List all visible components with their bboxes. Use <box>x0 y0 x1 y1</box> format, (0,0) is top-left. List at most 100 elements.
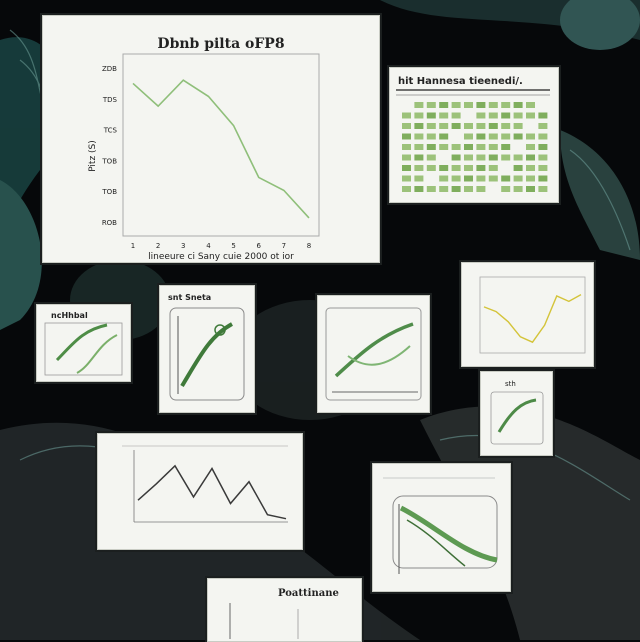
green-table-cell <box>439 112 449 119</box>
green-table-cell <box>501 133 511 140</box>
green-table-cell <box>451 112 461 119</box>
green-table-cell <box>538 112 548 119</box>
green-table-cell <box>476 112 486 119</box>
green-table-cell <box>402 165 411 171</box>
green-table-cell <box>538 165 548 171</box>
main-chart-x-tick: 8 <box>307 242 311 250</box>
green-table-cell <box>464 102 473 108</box>
green-curve-main <box>399 505 498 563</box>
green-table-cell <box>426 154 436 161</box>
tiny-card-label: sth <box>505 380 516 388</box>
green-table-cell <box>513 133 523 140</box>
bottom-chart-card: Poattinane <box>207 578 362 642</box>
green-curve-diagram-card <box>372 463 511 592</box>
green-table-cell <box>501 102 511 108</box>
green-table-cell <box>538 154 548 161</box>
green-table-cell <box>526 154 535 161</box>
main-chart-series-line <box>132 79 310 219</box>
green-table-cell <box>426 144 436 150</box>
yellow-line-chart-card <box>461 262 594 367</box>
main-chart-xlabel: lineeure ci Sany cuie 2000 ot ior <box>148 252 294 262</box>
main-chart-x-tick: 5 <box>231 242 235 250</box>
main-chart-plot-area <box>122 53 320 237</box>
green-table-cell <box>501 175 511 182</box>
green-table-cell <box>488 165 498 171</box>
green-table-cell <box>402 133 411 140</box>
green-table-cell <box>439 175 449 182</box>
green-table-cell <box>402 154 411 161</box>
green-table-cell <box>526 144 535 150</box>
main-chart-y-tick: ROB <box>102 219 117 227</box>
green-table-cell <box>414 144 424 150</box>
green-table-cell <box>402 175 411 182</box>
main-chart-x-tick: 3 <box>181 242 185 250</box>
main-chart-x-tick: 7 <box>282 242 286 250</box>
green-table-cell <box>538 186 548 192</box>
tiny-diagram-card: sth <box>480 371 553 456</box>
main-chart-x-tick: 6 <box>256 242 261 250</box>
green-table-cell <box>414 112 424 119</box>
green-table-cell <box>538 123 548 129</box>
main-chart-y-tick: TOB <box>101 188 117 196</box>
green-table-cell <box>501 154 511 161</box>
diagram-a-curve <box>55 323 108 362</box>
green-table-cell <box>426 112 436 119</box>
green-table-cell <box>464 186 473 192</box>
green-table-cell <box>464 123 473 129</box>
green-table-cell <box>488 133 498 140</box>
green-table-cell <box>501 123 511 129</box>
diagram-card-a: ncHhbal <box>36 304 131 382</box>
green-table-cell <box>439 102 449 108</box>
diagram-card-b-title: snt Sneta <box>168 293 211 302</box>
green-table-cell <box>501 144 511 150</box>
green-table-cell <box>538 133 548 140</box>
main-chart-y-tick: TDS <box>102 96 118 104</box>
green-table-cell <box>451 165 461 171</box>
green-table-cell <box>414 123 424 129</box>
diagram-b-curve <box>180 322 233 388</box>
green-table-cell <box>526 102 535 108</box>
green-table-cell <box>426 186 436 192</box>
green-table-cell <box>513 123 523 129</box>
green-table-cell <box>464 175 473 182</box>
bottom-card-title: Poattinane <box>278 588 339 599</box>
green-table-cell <box>538 144 548 150</box>
green-table-cell <box>451 186 461 192</box>
tiny-card-curve <box>497 398 537 433</box>
green-table-cell <box>538 175 548 182</box>
green-table-cell <box>476 133 486 140</box>
green-table-cell <box>488 102 498 108</box>
green-table-cell <box>476 165 486 171</box>
green-table-cell <box>513 154 523 161</box>
green-table-cell <box>488 175 498 182</box>
green-table-cell <box>513 112 523 119</box>
diagram-card-a-title: ncHhbal <box>51 311 88 320</box>
diagram-c-curve <box>334 322 414 378</box>
main-chart-x-tick: 2 <box>156 242 160 250</box>
green-table-card: hit Hannesa tieenedi/. <box>389 67 559 203</box>
green-table-cell <box>414 165 424 171</box>
green-table-cell <box>526 186 535 192</box>
main-chart-y-tick: TCS <box>103 127 118 135</box>
green-table-title: hit Hannesa tieenedi/. <box>398 76 523 87</box>
green-table-cell <box>426 102 436 108</box>
green-table-cell <box>451 175 461 182</box>
green-table-cell <box>488 112 498 119</box>
green-table-cell <box>414 175 424 182</box>
green-table-cell <box>402 123 411 129</box>
green-table-cell <box>451 102 461 108</box>
green-table-cell <box>464 144 473 150</box>
main-chart-x-tick: 1 <box>131 242 135 250</box>
zigzag-chart-series-line <box>137 464 287 520</box>
green-table-cell <box>439 123 449 129</box>
zigzag-chart-card <box>97 433 303 550</box>
green-table-cell <box>402 144 411 150</box>
green-table-cell <box>526 133 535 140</box>
green-table-cell <box>414 133 424 140</box>
main-chart-title: Dbnb pilta oFP8 <box>157 36 284 52</box>
green-table-cell <box>402 186 411 192</box>
green-table-cell <box>464 154 473 161</box>
green-table-cell <box>451 123 461 129</box>
green-table-cell <box>501 186 511 192</box>
green-table-cell <box>439 165 449 171</box>
